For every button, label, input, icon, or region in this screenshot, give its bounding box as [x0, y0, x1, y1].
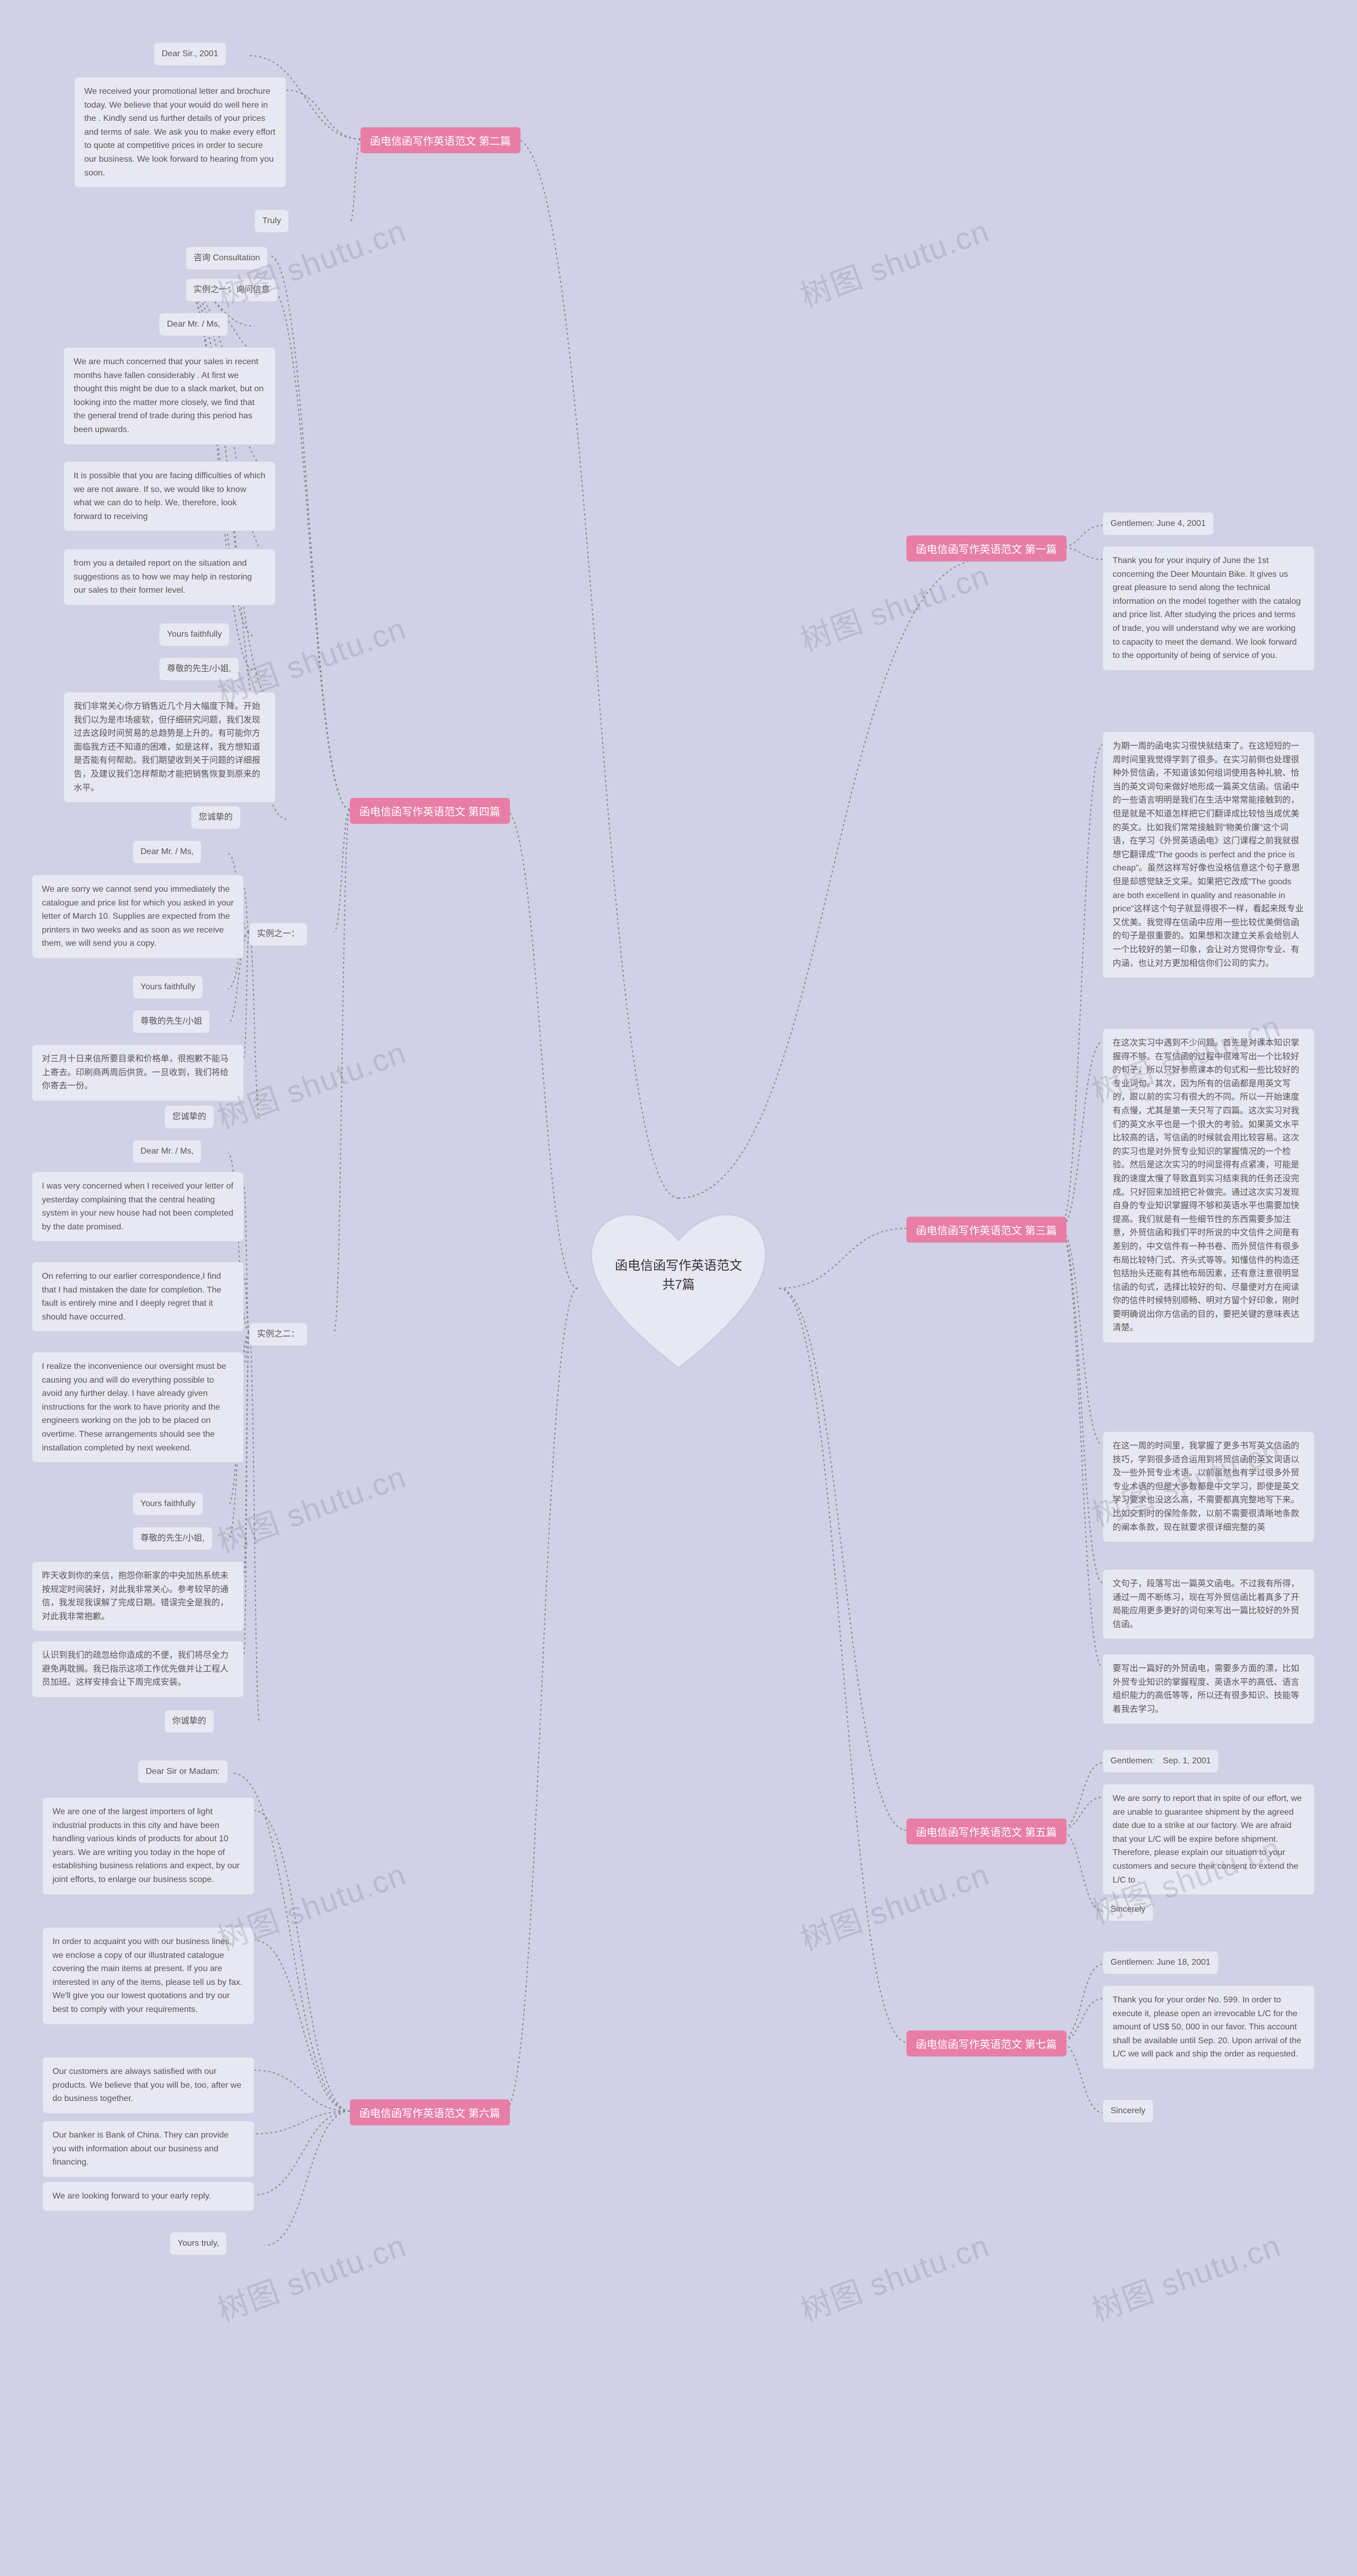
leaf-node: 在这一周的时间里，我掌握了更多书写英文信函的技巧，学到很多适合运用到将贸信函的英…	[1103, 1431, 1315, 1542]
leaf-node: Sincerely	[1103, 1898, 1153, 1921]
watermark: 树图 shutu.cn	[794, 551, 995, 661]
leaf-node: 对三月十日来信所要目录和价格单，很抱歉不能马上寄去。印刷商两周后供货。一旦收到，…	[32, 1044, 244, 1101]
central-title: 函电信函写作英语范文共7篇	[578, 1256, 779, 1295]
leaf-node: Yours truly,	[170, 2232, 227, 2255]
branch-label-b6: 函电信函写作英语范文 第六篇	[350, 2099, 510, 2125]
branch-label-b7: 函电信函写作英语范文 第七篇	[906, 2030, 1067, 2056]
leaf-node: 您诚挚的	[164, 1105, 214, 1129]
leaf-node: I realize the inconvenience our oversigh…	[32, 1352, 244, 1463]
leaf-node: We are looking forward to your early rep…	[42, 2182, 254, 2211]
branch-label-b2: 函电信函写作英语范文 第二篇	[360, 127, 521, 153]
leaf-node: Yours faithfully	[133, 1492, 203, 1516]
leaf-node: 要写出一篇好的外贸函电，需要多方面的漂，比如外贸专业知识的掌握程度、英语水平的高…	[1103, 1654, 1315, 1724]
branch-label-b4: 函电信函写作英语范文 第四篇	[350, 798, 510, 824]
leaf-node: We received your promotional letter and …	[74, 77, 286, 188]
leaf-node: I was very concerned when I received you…	[32, 1172, 244, 1242]
leaf-node: Yours faithfully	[133, 975, 203, 999]
leaf-node: Dear Sir or Madam:	[138, 1760, 228, 1783]
leaf-node: Yours faithfully	[159, 623, 230, 646]
leaf-node: On referring to our earlier corresponden…	[32, 1262, 244, 1332]
watermark: 树图 shutu.cn	[210, 2221, 412, 2331]
branch-label-b1: 函电信函写作英语范文 第一篇	[906, 535, 1067, 561]
leaf-node: In order to acquaint you with our busine…	[42, 1927, 254, 2025]
sub-label: 咨询 Consultation	[186, 247, 268, 270]
central-node: 函电信函写作英语范文共7篇	[578, 1198, 779, 1378]
sub-label: 实例之一：询问信息	[186, 278, 278, 302]
leaf-node: Sincerely	[1103, 2099, 1153, 2123]
leaf-node: 认识到我们的疏忽给你造成的不便，我们将尽全力避免再耽搁。我已指示这项工作优先做并…	[32, 1641, 244, 1698]
leaf-node: 尊敬的先生/小姐	[133, 1010, 210, 1033]
leaf-node: 为期一周的函电实习很快就结束了。在这短短的一周时间里我觉得学到了很多。在实习前倒…	[1103, 732, 1315, 978]
leaf-node: Thank you for your inquiry of June the 1…	[1103, 546, 1315, 671]
leaf-node: Thank you for your order No. 599. In ord…	[1103, 1985, 1315, 2069]
leaf-node: 您诚挚的	[191, 806, 241, 829]
leaf-node: Dear Mr. / Ms,	[159, 313, 228, 336]
watermark: 树图 shutu.cn	[1085, 2221, 1286, 2331]
leaf-node: Dear Mr. / Ms,	[133, 840, 201, 864]
leaf-node: 尊敬的先生/小姐,	[159, 657, 239, 681]
leaf-node: 文句子，段落写出一篇英文函电。不过我有所得，通过一周不断练习，现在写外贸信函比着…	[1103, 1569, 1315, 1639]
leaf-node: Gentlemen: June 4, 2001	[1103, 512, 1214, 535]
leaf-node: Gentlemen: Sep. 1, 2001	[1103, 1749, 1219, 1773]
branch-label-b3: 函电信函写作英语范文 第三篇	[906, 1217, 1067, 1243]
watermark: 树图 shutu.cn	[794, 206, 995, 316]
leaf-node: We are one of the largest importers of l…	[42, 1797, 254, 1895]
watermark: 树图 shutu.cn	[794, 2221, 995, 2331]
leaf-node: 你诚挚的	[164, 1710, 214, 1733]
leaf-node: Gentlemen: June 18, 2001	[1103, 1951, 1219, 1974]
leaf-node: We are sorry we cannot send you immediat…	[32, 875, 244, 959]
leaf-node: 尊敬的先生/小姐,	[133, 1527, 213, 1550]
leaf-node: 在这次实习中遇到不少问题。首先是对课本知识掌握得不够。在写信函的过程中很难写出一…	[1103, 1028, 1315, 1343]
leaf-node: We are much concerned that your sales in…	[64, 347, 276, 445]
watermark: 树图 shutu.cn	[210, 1452, 412, 1562]
leaf-node: It is possible that you are facing diffi…	[64, 461, 276, 531]
leaf-node: Truly	[254, 209, 289, 233]
watermark: 树图 shutu.cn	[794, 1850, 995, 1959]
leaf-node: from you a detailed report on the situat…	[64, 549, 276, 605]
leaf-node: We are sorry to report that in spite of …	[1103, 1784, 1315, 1895]
branch-label-b5: 函电信函写作英语范文 第五篇	[906, 1818, 1067, 1844]
sub-label: 实例之一：	[249, 922, 307, 946]
leaf-node: 昨天收到你的来信，抱怨你新家的中央加热系统未按规定时间装好，对此我非常关心。参考…	[32, 1561, 244, 1631]
sub-label: 实例之二：	[249, 1323, 307, 1346]
leaf-node: Our customers are always satisfied with …	[42, 2057, 254, 2114]
leaf-node: 我们非常关心你方销售近几个月大幅度下降。开始我们以为是市场疲软，但仔细研究问题，…	[64, 692, 276, 803]
leaf-node: Dear Mr. / Ms,	[133, 1140, 201, 1163]
leaf-node: Our banker is Bank of China. They can pr…	[42, 2121, 254, 2177]
leaf-node: Dear Sir., 2001	[154, 42, 226, 66]
